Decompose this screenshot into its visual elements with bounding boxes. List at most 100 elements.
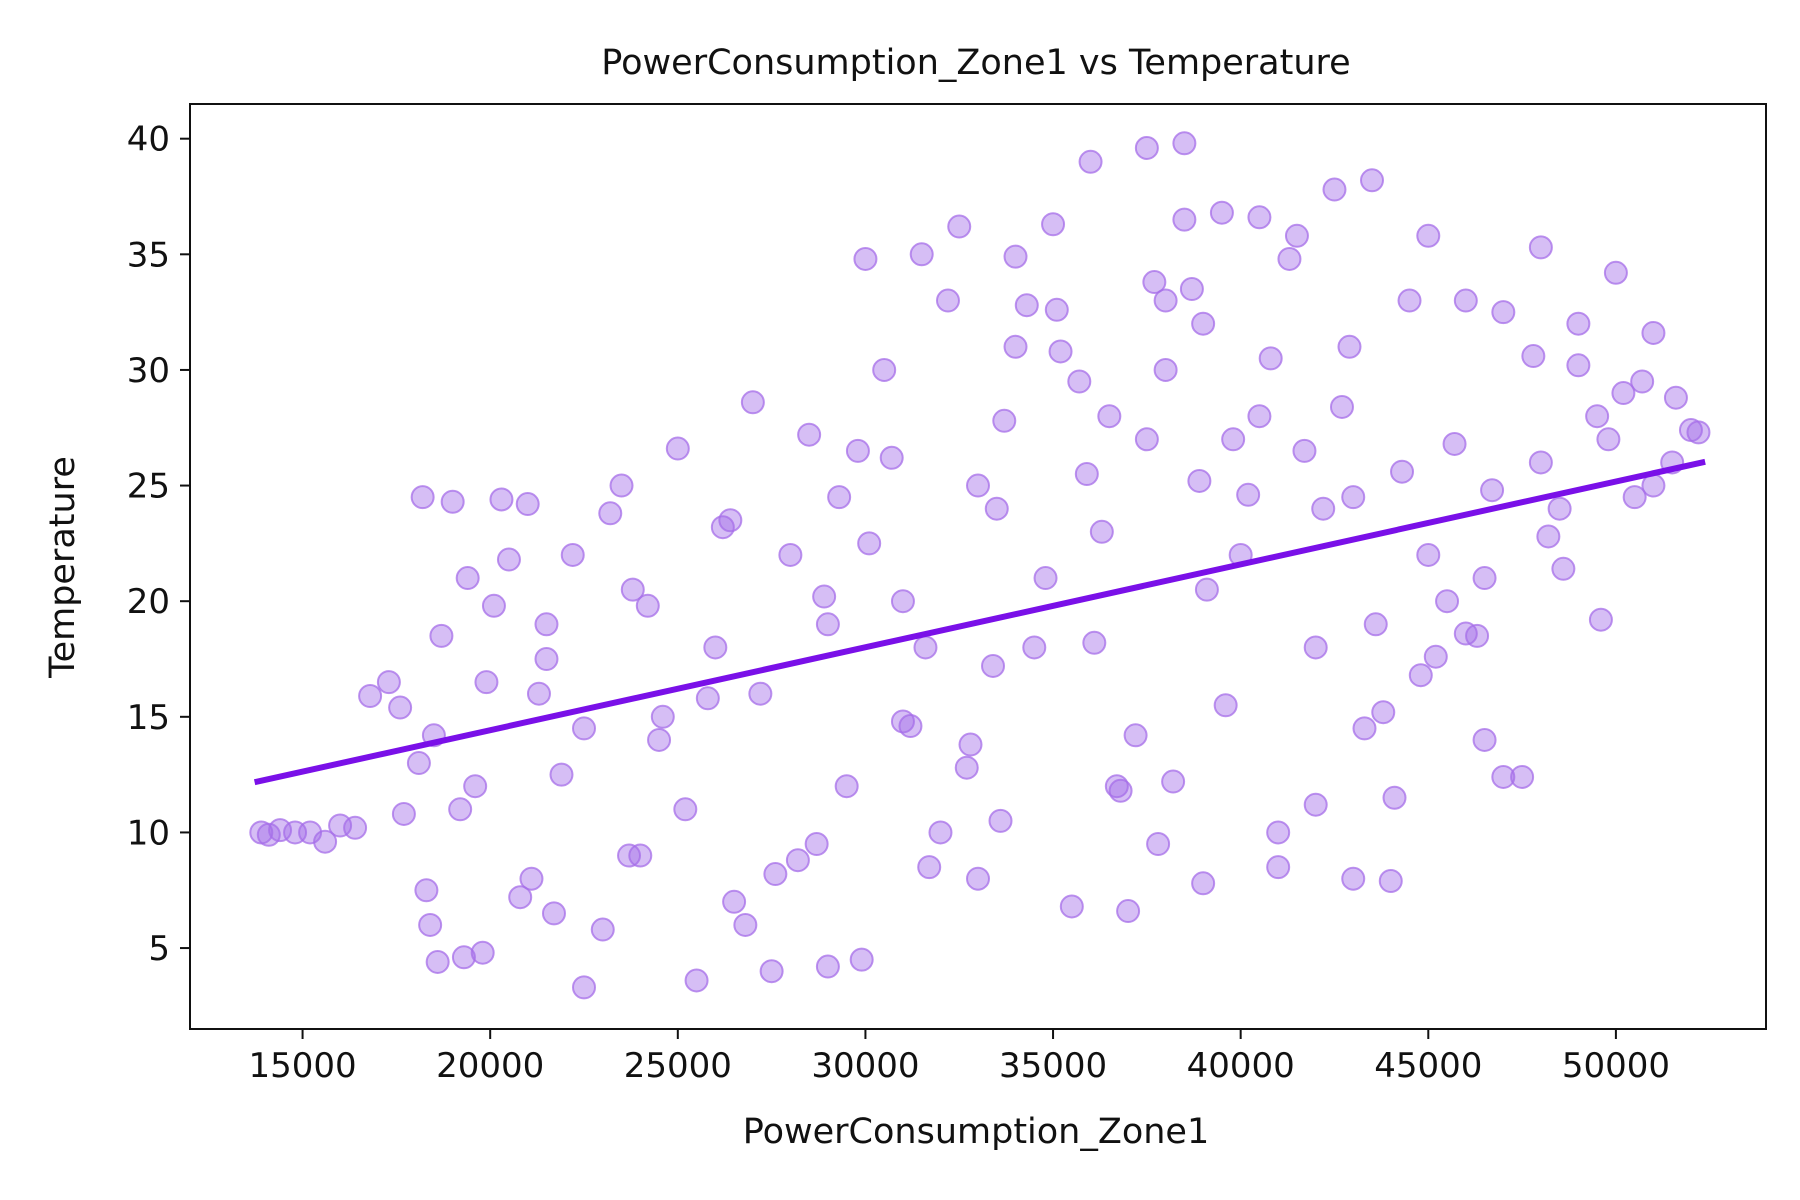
x-tick-label: 50000: [1562, 1046, 1670, 1086]
scatter-point: [992, 408, 1017, 433]
scatter-point: [1611, 381, 1636, 406]
scatter-point: [1521, 344, 1546, 369]
scatter-point: [1382, 785, 1407, 810]
scatter-point: [1585, 404, 1610, 429]
scatter-point: [1123, 723, 1148, 748]
scatter-point: [609, 473, 634, 498]
x-tick-label: 35000: [999, 1046, 1107, 1086]
scatter-point: [1551, 556, 1576, 581]
scatter-point: [1423, 644, 1448, 669]
scatter-point: [650, 704, 675, 729]
scatter-point: [1153, 357, 1178, 382]
scatter-point: [1472, 566, 1497, 591]
scatter-point: [722, 889, 747, 914]
scatter-point: [984, 496, 1009, 521]
scatter-point: [849, 947, 874, 972]
scatter-point: [508, 885, 533, 910]
scatter-point: [376, 670, 401, 695]
scatter-point: [1247, 205, 1272, 230]
scatter-point: [635, 593, 660, 618]
scatter-point: [1371, 700, 1396, 725]
scatter-point: [1266, 855, 1291, 880]
scatter-point: [1284, 223, 1309, 248]
scatter-point: [470, 940, 495, 965]
scatter-point: [391, 801, 416, 826]
scatter-point: [1014, 293, 1039, 318]
scatter-point: [1416, 542, 1441, 567]
scatter-point: [857, 531, 882, 556]
scatter-point: [448, 797, 473, 822]
scatter-point: [935, 288, 960, 313]
scatter-point: [1044, 297, 1069, 322]
x-tick-label: 40000: [1187, 1046, 1295, 1086]
scatter-point: [928, 820, 953, 845]
x-tick-label: 30000: [811, 1046, 919, 1086]
scatter-point: [534, 612, 559, 637]
scatter-point: [827, 485, 852, 510]
scatter-point: [1146, 832, 1171, 856]
y-axis-title: Temperature: [43, 456, 83, 679]
scatter-point: [440, 489, 465, 514]
scatter-point: [313, 829, 338, 854]
scatter-point: [572, 716, 596, 741]
scatter-point: [853, 246, 878, 271]
scatter-point: [1142, 270, 1167, 295]
scatter-point: [879, 445, 904, 470]
scatter-point: [1194, 577, 1219, 602]
scatter-point: [898, 714, 923, 739]
scatter-point: [748, 681, 773, 706]
x-tick-label: 45000: [1374, 1046, 1482, 1086]
scatter-point: [1134, 135, 1159, 160]
y-axis: 5 10 15 20 25 30 35 40: [127, 120, 190, 969]
scatter-point: [981, 653, 1006, 678]
scatter-point: [1442, 431, 1467, 456]
scatter-point: [1360, 168, 1384, 193]
y-tick-label: 20: [127, 582, 170, 622]
scatter-point: [519, 866, 544, 891]
scatter-point: [1453, 621, 1478, 646]
scatter-point: [410, 485, 435, 510]
scatter-point: [451, 945, 476, 970]
scatter-point: [834, 774, 859, 799]
scatter-point: [988, 808, 1013, 833]
scatter-point: [1416, 223, 1441, 248]
scatter-point: [358, 684, 383, 708]
x-tick-label: 25000: [624, 1046, 732, 1086]
scatter-point: [947, 214, 972, 239]
y-tick-label: 15: [127, 698, 170, 738]
scatter-point: [1341, 485, 1366, 510]
scatter-point: [1277, 246, 1302, 271]
scatter-point: [1566, 353, 1591, 378]
scatter-point: [1536, 524, 1561, 549]
scatter-point: [515, 492, 540, 517]
scatter-point: [1078, 149, 1103, 174]
scatter-point: [1074, 462, 1099, 486]
scatter-point: [1630, 369, 1655, 394]
scatter-point: [1641, 320, 1666, 345]
scatter-point: [1003, 334, 1028, 359]
scatter-point: [1033, 566, 1058, 591]
scatter-point: [759, 959, 784, 984]
x-tick-label: 20000: [436, 1046, 544, 1086]
scatter-point: [872, 357, 897, 382]
scatter-point: [665, 436, 690, 461]
scatter-point: [429, 623, 454, 648]
scatter-point: [954, 755, 979, 780]
scatter-point: [1134, 427, 1159, 452]
scatter-point: [1082, 630, 1107, 655]
scatter-point: [1528, 450, 1553, 475]
scatter-point: [733, 912, 758, 937]
scatter-point: [785, 848, 810, 873]
scatter-point: [909, 242, 934, 267]
scatter-point: [1258, 346, 1283, 371]
scatter-point: [647, 727, 672, 752]
scatter-point: [1161, 769, 1186, 794]
scatter-point: [1491, 300, 1516, 325]
scatter-point: [1352, 716, 1377, 741]
scatter-point: [1480, 478, 1505, 503]
scatter-point: [1266, 820, 1291, 845]
scatter-point: [1510, 764, 1535, 789]
y-tick-label: 30: [127, 351, 170, 391]
scatter-point: [1566, 311, 1591, 336]
x-axis: 15000 20000 25000 30000 35000 40000 45000 50000: [248, 1029, 1670, 1086]
